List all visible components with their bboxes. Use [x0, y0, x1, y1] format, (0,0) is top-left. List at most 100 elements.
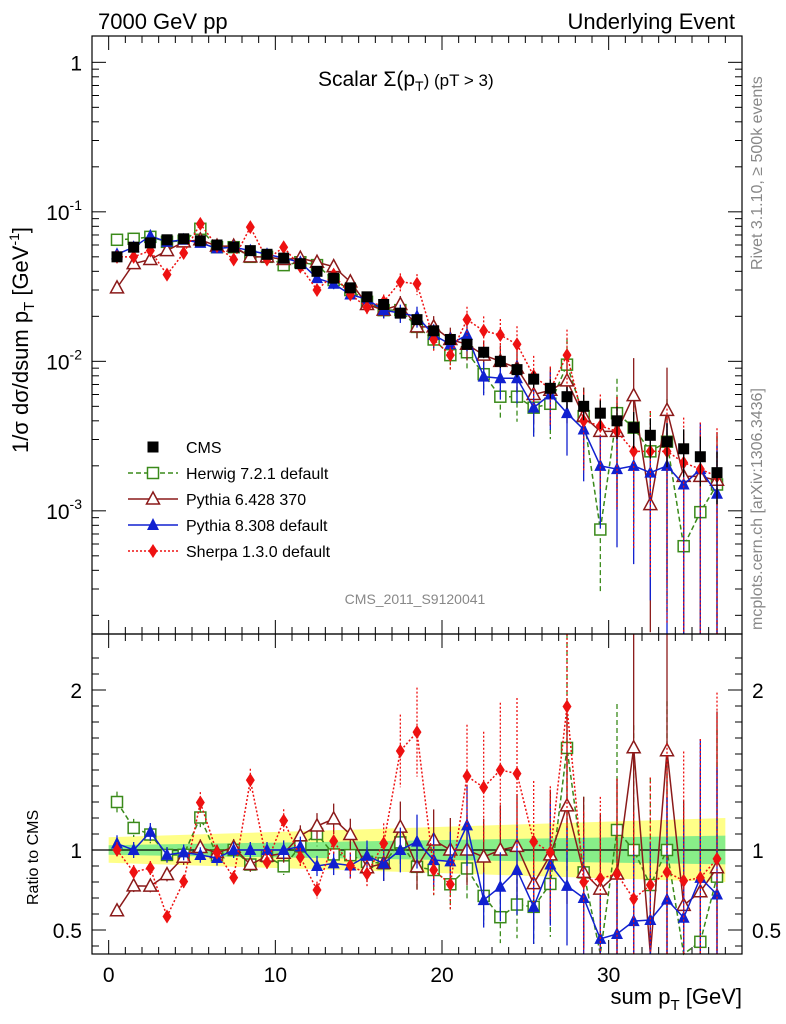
ratio-point: [212, 845, 222, 860]
x-label-sub: T: [670, 997, 679, 1014]
ratio-point: [512, 766, 522, 781]
data-point: [511, 364, 523, 376]
data-point: [344, 282, 356, 294]
data-point: [128, 241, 140, 253]
data-point: [528, 373, 540, 385]
data-point: [261, 248, 273, 260]
ratio-point: [562, 699, 572, 714]
ratio-point: [311, 859, 323, 871]
ratio-point: [511, 863, 523, 875]
ratio-point: [579, 875, 589, 889]
data-point: [361, 291, 373, 303]
data-point: [461, 328, 473, 340]
data-point: [311, 265, 323, 277]
data-point: [411, 314, 423, 326]
y-label-c: ]: [8, 227, 33, 233]
series-line-sherpa: [117, 222, 718, 478]
ratio-point: [494, 879, 507, 892]
ratio-axis-label: Ratio to CMS: [25, 810, 42, 905]
ratio-point: [177, 845, 190, 858]
data-point: [461, 338, 473, 350]
ratio-tick-label-right: 1: [752, 840, 764, 863]
legend-label: Pythia 8.308 default: [186, 518, 328, 535]
data-point: [378, 298, 390, 310]
ratio-series-py8: [111, 739, 723, 954]
plot-title: Scalar Σ(pT) (pT > 3): [318, 68, 494, 94]
data-point: [428, 325, 440, 337]
ratio-point: [475, 848, 492, 863]
ratio-point: [394, 843, 407, 855]
legend-item-py8: Pythia 8.308 default: [128, 518, 328, 535]
data-point: [142, 250, 159, 266]
data-point: [661, 436, 673, 448]
data-point: [594, 407, 606, 419]
ratio-point: [109, 902, 125, 917]
data-point: [144, 237, 156, 249]
y-tick-label: 10-2: [46, 346, 82, 374]
ratio-point: [377, 856, 390, 869]
ratio-point: [477, 893, 490, 906]
ratio-point: [162, 909, 172, 924]
legend-marker: [147, 441, 159, 453]
ratio-point: [325, 810, 342, 825]
plot-title-main: Scalar: [318, 68, 383, 91]
ratio-point: [645, 878, 655, 892]
ratio-point: [429, 863, 439, 877]
data-point: [495, 328, 505, 342]
data-point: [161, 234, 173, 246]
legend-marker: [145, 490, 161, 505]
ratio-point: [462, 769, 472, 784]
ratio-point: [277, 843, 290, 855]
data-point: [445, 348, 455, 363]
ratio-point: [229, 870, 239, 885]
legend-marker: [148, 544, 158, 558]
ratio-tick-label-right: 0.5: [752, 920, 781, 943]
ratio-point: [611, 927, 623, 939]
data-point: [395, 274, 405, 289]
data-point: [611, 415, 623, 427]
ratio-point: [227, 843, 240, 855]
data-point: [678, 443, 690, 455]
data-point: [512, 337, 522, 352]
ratio-point: [125, 877, 142, 892]
ratio-point: [379, 836, 389, 851]
ratio-point: [142, 877, 159, 892]
ratio-point: [427, 853, 440, 865]
data-point: [444, 333, 456, 345]
data-point: [229, 252, 239, 267]
data-point: [494, 355, 506, 367]
analysis-id: CMS_2011_S9120041: [345, 591, 486, 607]
data-point: [561, 406, 573, 419]
data-point: [162, 267, 172, 282]
ratio-point: [195, 795, 205, 810]
data-point: [244, 245, 256, 257]
rivet-label: Rivet 3.1.10, ≥ 500k events: [749, 76, 766, 270]
y-axis-label: 1/σ dσ/dsum pT [GeV-1]: [6, 227, 38, 453]
data-point: [412, 276, 422, 291]
ratio-point: [262, 855, 272, 870]
ratio-point: [312, 883, 322, 897]
ratio-point: [342, 825, 359, 841]
data-point: [159, 242, 175, 257]
y-tick-exp: -2: [70, 346, 83, 362]
data-point: [245, 220, 255, 235]
data-point: [394, 307, 406, 319]
ratio-point: [329, 834, 339, 849]
ratio-point: [595, 871, 605, 886]
legend-item-sherpa: Sherpa 1.3.0 default: [128, 544, 331, 561]
ratio-point: [345, 858, 355, 873]
data-point: [477, 369, 490, 382]
data-point: [527, 400, 540, 413]
ratio-point: [529, 834, 539, 849]
ratio-point: [479, 780, 489, 795]
ratio-point: [242, 855, 259, 871]
data-point: [195, 216, 205, 231]
ratio-point: [559, 797, 575, 812]
ratio-point: [145, 861, 155, 876]
ratio-point: [194, 848, 207, 860]
ratio-point: [127, 821, 140, 835]
ratio-point: [244, 843, 257, 855]
y-tick-base: 10: [46, 351, 69, 374]
x-tick-label: 10: [264, 964, 287, 987]
